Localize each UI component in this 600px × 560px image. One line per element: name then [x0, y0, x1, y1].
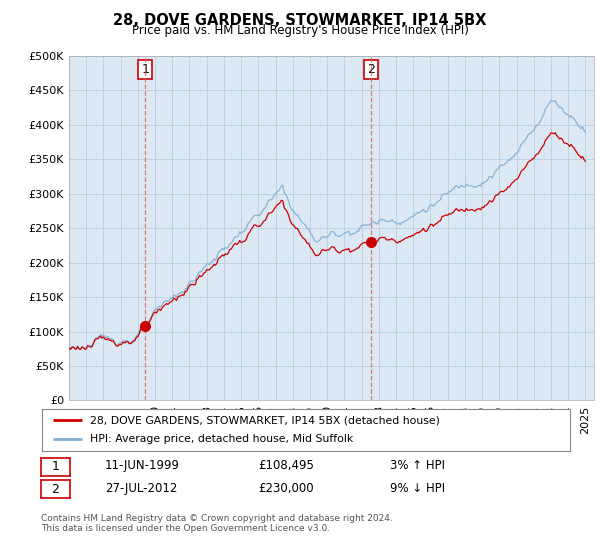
- Text: 28, DOVE GARDENS, STOWMARKET, IP14 5BX (detached house): 28, DOVE GARDENS, STOWMARKET, IP14 5BX (…: [89, 415, 439, 425]
- Text: Contains HM Land Registry data © Crown copyright and database right 2024.
This d: Contains HM Land Registry data © Crown c…: [41, 514, 392, 534]
- Text: 28, DOVE GARDENS, STOWMARKET, IP14 5BX: 28, DOVE GARDENS, STOWMARKET, IP14 5BX: [113, 13, 487, 28]
- Text: £108,495: £108,495: [258, 459, 314, 473]
- Text: 2: 2: [367, 63, 375, 76]
- Text: HPI: Average price, detached house, Mid Suffolk: HPI: Average price, detached house, Mid …: [89, 435, 353, 445]
- Text: 9% ↓ HPI: 9% ↓ HPI: [390, 482, 445, 495]
- Text: 11-JUN-1999: 11-JUN-1999: [105, 459, 180, 473]
- Text: 1: 1: [142, 63, 149, 76]
- Text: Price paid vs. HM Land Registry's House Price Index (HPI): Price paid vs. HM Land Registry's House …: [131, 24, 469, 36]
- Text: 27-JUL-2012: 27-JUL-2012: [105, 482, 178, 495]
- Text: 3% ↑ HPI: 3% ↑ HPI: [390, 459, 445, 473]
- Text: 1: 1: [51, 460, 59, 473]
- Text: 2: 2: [51, 483, 59, 496]
- Text: £230,000: £230,000: [258, 482, 314, 495]
